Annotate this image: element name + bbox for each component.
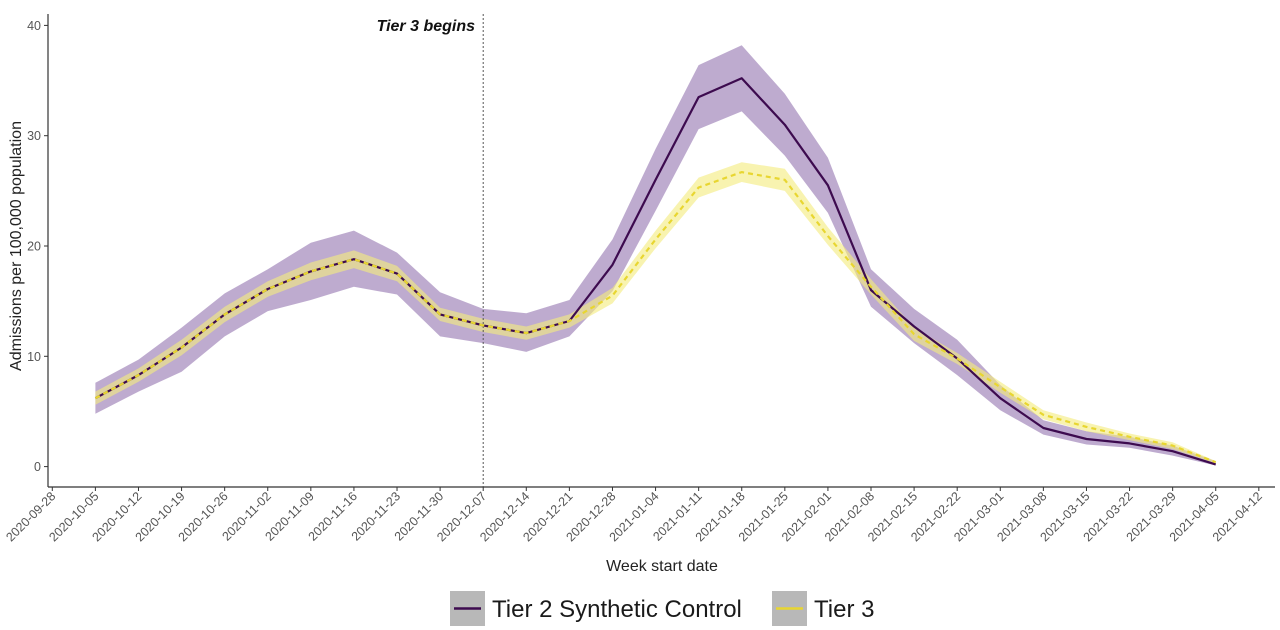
y-tick-label: 10: [27, 350, 41, 364]
y-tick-label: 20: [27, 240, 41, 254]
legend-label: Tier 3: [814, 596, 874, 623]
series-line-tier3: [94, 171, 1217, 464]
y-tick-labels: 0 10 20 30 40: [27, 19, 48, 474]
y-axis-title: Admissions per 100,000 population: [8, 121, 25, 371]
confidence-band-tier2: [95, 45, 1216, 466]
y-tick-label: 40: [27, 19, 41, 33]
y-tick-label: 0: [34, 460, 41, 474]
tier3-annotation: Tier 3 begins: [377, 18, 476, 35]
axes: [47, 14, 1275, 488]
confidence-band-tier3: [95, 162, 1216, 464]
series-line-tier2: [94, 77, 1217, 466]
legend-label: Tier 2 Synthetic Control: [492, 596, 742, 623]
x-axis-title: Week start date: [606, 558, 718, 575]
y-tick-label: 30: [27, 129, 41, 143]
legend: Tier 2 Synthetic Control Tier 3: [450, 591, 874, 626]
series-lines: [94, 77, 1217, 466]
x-tick-labels: 2020-09-282020-10-052020-10-122020-10-19…: [3, 487, 1265, 544]
confidence-bands: [95, 45, 1216, 466]
